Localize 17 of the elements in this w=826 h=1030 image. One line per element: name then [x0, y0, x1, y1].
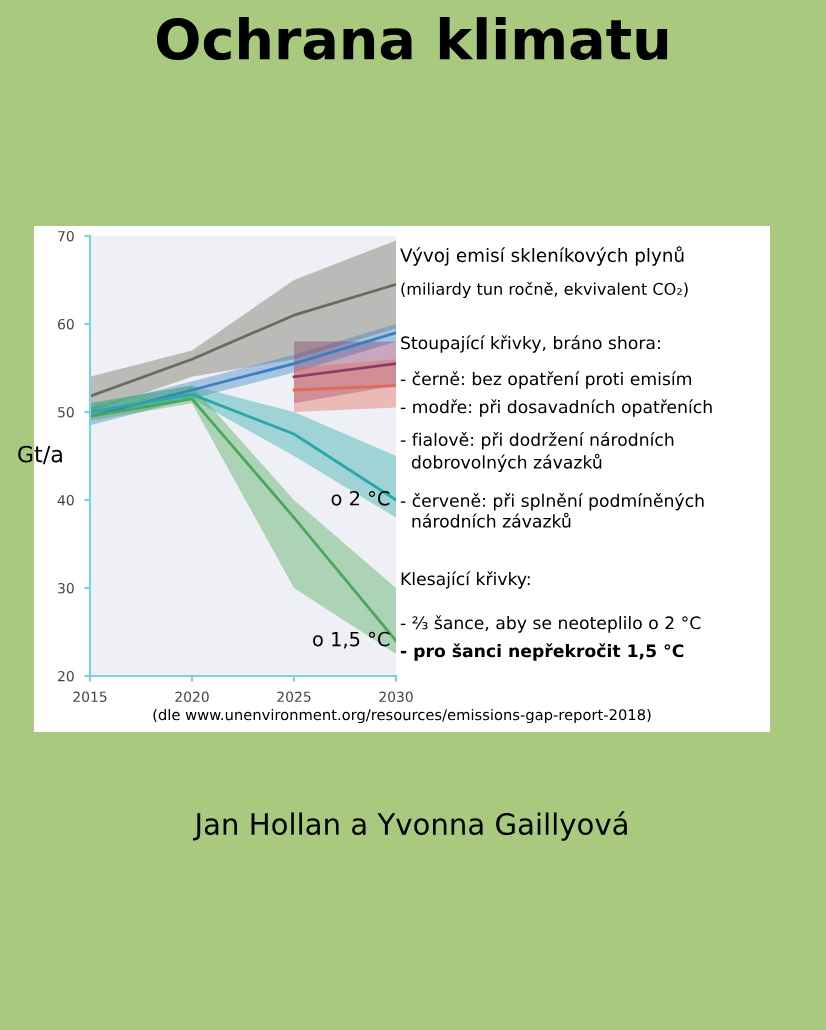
- text: Klesající křivky:: [401, 571, 530, 589]
- text: Stoupající křivky, bráno shora:: [401, 335, 660, 353]
- text: - ⅔ šance, aby se neoteplilo o 2 °C: [400, 615, 701, 633]
- y-axis-title: Gt/a: [18, 445, 62, 465]
- line-series: [90, 283, 396, 398]
- annotation: o 2 °C: [331, 490, 390, 506]
- text: - pro šanci nepřekročit 1,5 °C: [400, 643, 684, 661]
- text: - červeně: při splnění podmíněných národních závazků: [400, 493, 704, 528]
- text: (miliardy tun ročně, ekvivalent CO₂): [401, 281, 688, 299]
- annotation: o 1,5 °C: [313, 631, 390, 649]
- text: - černě: bez opatření proti emisím: [400, 371, 691, 389]
- text: - fialově: při dodržení národních dobrovolných závazků: [400, 432, 674, 472]
- text: Jan Hollan a Yvonna Gaillyová: [192, 811, 627, 841]
- text: Vývoj emisí skleníkových plynů: [400, 246, 684, 266]
- text: - modře: při dosavadních opatřeních: [400, 399, 712, 417]
- line-series: [90, 393, 396, 502]
- chart-title: Ochrana klimatu: [157, 17, 668, 61]
